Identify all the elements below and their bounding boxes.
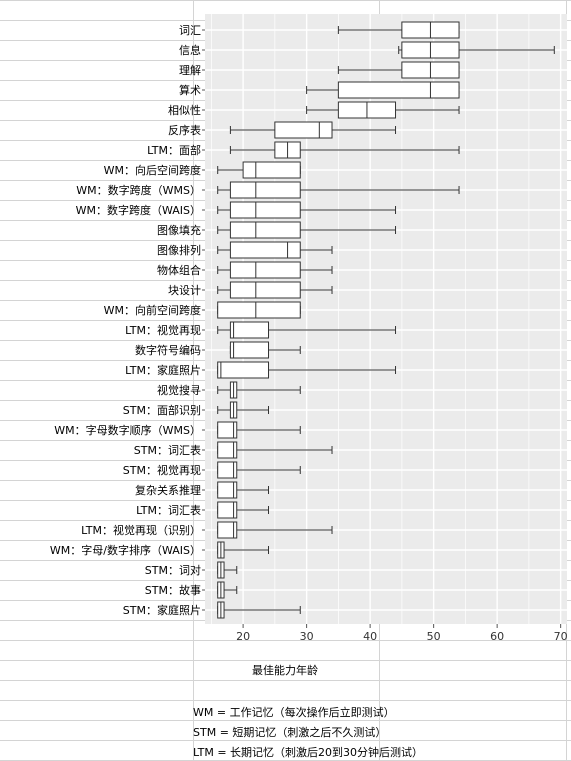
category-label: WM：字母/数字排序（WAIS） [50,543,201,557]
box-16 [229,341,301,359]
category-label: LTM：视觉再现（识别） [81,523,201,537]
box-23 [217,481,270,499]
boxes-group [217,21,555,619]
box-iqr [229,261,301,279]
box-iqr [217,501,238,519]
category-label: 图像填充 [157,223,201,237]
box-29 [217,601,301,619]
box-9 [217,201,397,219]
legend-stm: STM = 短期记忆（刺激之后不久测试） [193,726,387,739]
category-label: 算术 [179,83,201,97]
category-label: LTM：家庭照片 [125,363,201,377]
category-label: 反序表 [168,123,201,137]
box-iqr [337,81,460,99]
box-iqr [229,341,270,359]
x-tick-label: 20 [236,630,250,643]
box-20 [217,421,301,439]
box-10 [217,221,397,239]
category-label: STM：词对 [145,563,201,577]
category-label: STM：故事 [145,583,201,597]
category-label: LTM：词汇表 [136,503,201,517]
box-22 [217,461,301,479]
x-tick-label: 40 [363,630,377,643]
box-iqr [217,361,270,379]
box-iqr [229,241,301,259]
box-4 [306,101,460,119]
category-label: WM：字母数字顺序（WMS） [54,423,201,437]
x-tick-label: 70 [554,630,568,643]
box-25 [217,521,333,539]
box-iqr [229,321,270,339]
box-iqr [217,421,238,439]
category-label: 相似性 [168,103,201,117]
box-7 [217,161,301,179]
category-label: WM：数字跨度（WMS） [76,183,201,197]
box-11 [217,241,333,259]
legend-ltm: LTM = 长期记忆（刺激后20到30分钟后测试） [193,746,424,759]
box-27 [217,561,238,579]
category-label: STM：视觉再现 [123,463,201,477]
box-8 [217,181,460,199]
box-iqr [217,521,238,539]
category-label: LTM：面部 [147,143,201,157]
box-iqr [242,161,301,179]
x-tick-label: 50 [427,630,441,643]
box-26 [217,541,270,559]
x-tick-labels: 20 30 40 50 60 70 [236,624,568,643]
box-15 [217,321,397,339]
category-label: 块设计 [168,284,201,297]
legend-wm: WM = 工作记忆（每次操作后立即测试） [193,706,395,719]
box-24 [217,501,270,519]
category-label: 视觉搜寻 [157,383,201,397]
category-label: 数字符号编码 [135,343,201,357]
box-19 [217,401,270,419]
category-label: 复杂关系推理 [135,483,201,497]
box-iqr [217,301,301,319]
box-13 [217,281,333,299]
box-iqr [229,201,301,219]
box-28 [217,581,238,599]
x-axis-title: 最佳能力年龄 [252,663,318,677]
category-label: 信息 [179,43,201,57]
box-iqr [229,221,301,239]
category-label: 物体组合 [157,263,201,277]
box-3 [306,81,460,99]
x-tick-label: 60 [490,630,504,643]
box-iqr [229,181,301,199]
category-label: WM：向后空间跨度 [104,163,201,177]
category-label: WM：数字跨度（WAIS） [76,203,201,217]
box-14 [217,301,301,319]
category-label: LTM：视觉再现 [125,323,201,337]
category-label: 理解 [179,63,201,77]
box-1 [398,41,555,59]
x-tick-label: 30 [300,630,314,643]
box-18 [217,381,301,399]
box-iqr [217,481,238,499]
category-label: WM：向前空间跨度 [104,303,201,317]
category-label: STM：家庭照片 [123,603,201,617]
box-iqr [274,121,333,139]
box-21 [217,441,333,459]
box-iqr [229,281,301,299]
category-label: STM：面部识别 [123,403,201,417]
box-0 [337,21,460,39]
box-17 [217,361,397,379]
box-iqr [217,461,238,479]
box-5 [229,121,397,139]
box-iqr [217,441,238,459]
box-2 [337,61,460,79]
category-label: STM：词汇表 [134,443,201,457]
box-6 [229,141,460,159]
category-label: 图像排列 [157,243,201,257]
category-label: 词汇 [179,24,201,37]
box-12 [217,261,333,279]
